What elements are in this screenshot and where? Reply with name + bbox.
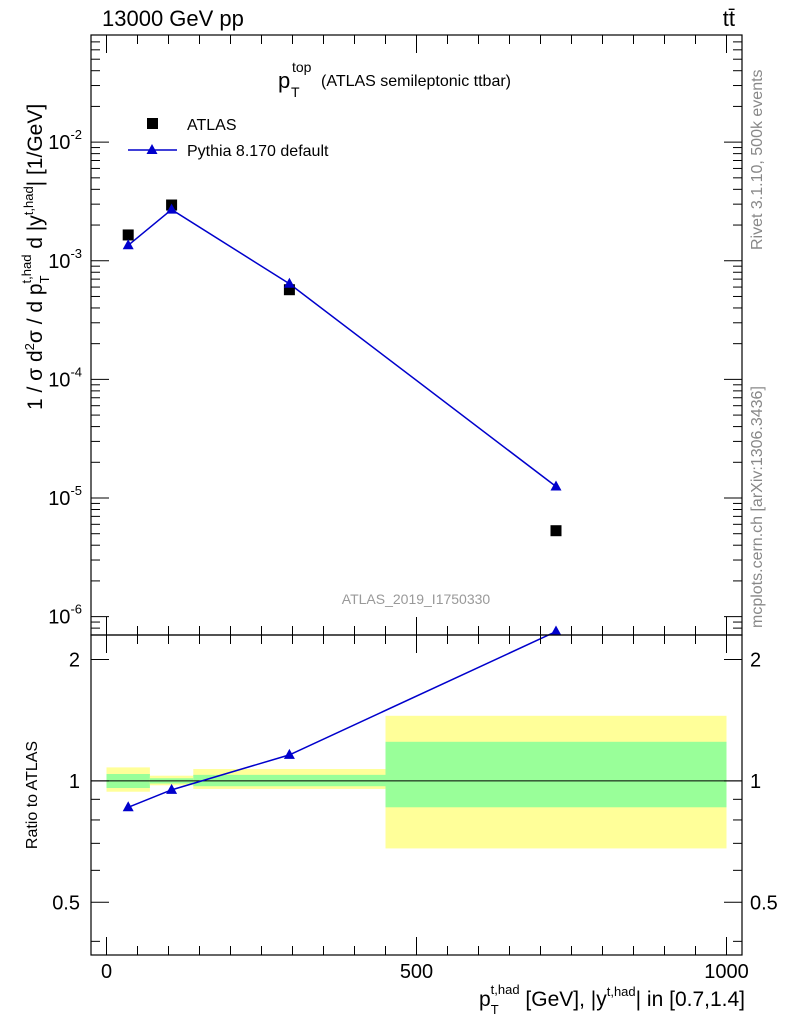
main-y-tick-label: 10-3 — [48, 246, 82, 273]
plot-title-rest: (ATLAS semileptonic ttbar) — [321, 73, 511, 90]
plot-title-sub: T — [291, 84, 300, 100]
ratio-point — [283, 748, 295, 759]
main-panel: 10-2 10-3 10-4 10-5 10-6 p T top (ATLAS semi… — [19, 34, 743, 636]
ratio-y-tick-label-left: 0.5 — [52, 892, 80, 914]
mc-series-line — [127, 208, 557, 488]
main-panel-ticks — [91, 34, 742, 636]
ratio-mc-line — [127, 630, 557, 808]
data-point — [283, 284, 295, 296]
legend-marker-atlas — [147, 118, 158, 129]
ratio-x-tick-label: 500 — [400, 961, 433, 983]
legend-label-mc: Pythia 8.170 default — [187, 143, 329, 160]
mc-point — [166, 203, 178, 214]
ratio-y-tick-label-left: 1 — [69, 771, 80, 793]
main-y-tick-label: 10-6 — [48, 602, 82, 629]
x-axis-label: pTt,had [GeV], |yt,had| in [0.7,1.4] — [479, 982, 745, 1017]
ratio-point — [122, 801, 134, 812]
legend-marker-mc — [146, 144, 158, 154]
ratio-panel: 2 2 1 1 0.5 0.5 0 500 1000 Ratio to ATLAS pTt,h… — [24, 625, 778, 1017]
ratio-point — [550, 625, 562, 636]
legend-label-atlas: ATLAS — [187, 117, 237, 134]
ratio-y-tick-label-right: 0.5 — [750, 892, 778, 914]
main-y-tick-label: 10-5 — [48, 483, 82, 510]
data-point — [550, 525, 562, 537]
main-y-tick-label: 10-2 — [48, 127, 82, 154]
mcplots-credit-label: mcplots.cern.ch [arXiv:1306.3436] — [749, 386, 766, 628]
mc-series-markers — [122, 203, 562, 491]
mc-point — [550, 480, 562, 491]
ratio-panel-frame — [90, 634, 743, 956]
main-panel-y-tick-labels: 10-2 10-3 10-4 10-5 10-6 — [48, 127, 82, 628]
mc-point — [122, 239, 134, 250]
ratio-band-inner — [385, 741, 727, 808]
plot-title: p T top (ATLAS semileptonic ttbar) — [278, 59, 511, 100]
header-process-label: tt̄ — [723, 6, 735, 31]
plot-title-sup: top — [292, 59, 312, 75]
plot-title-p: p — [278, 68, 290, 93]
header-energy-label: 13000 GeV pp — [102, 6, 244, 31]
analysis-watermark: ATLAS_2019_I1750330 — [342, 591, 491, 607]
ratio-mc-markers — [122, 625, 562, 812]
legend: ATLAS Pythia 8.170 default — [128, 117, 329, 160]
ratio-y-tick-label-right: 2 — [750, 649, 761, 671]
data-series-markers — [122, 199, 562, 537]
ratio-panel-ticks — [91, 635, 742, 955]
main-y-tick-label: 10-4 — [48, 364, 82, 391]
main-panel-y-axis-label: 1 / σ d2σ / d pTt,had d |yt,had| [1/GeV] — [19, 104, 52, 410]
ratio-panel-x-tick-labels: 0 500 1000 — [101, 961, 749, 983]
ratio-x-tick-label: 1000 — [704, 961, 749, 983]
rivet-version-label: Rivet 3.1.10, 500k events — [749, 69, 766, 250]
data-point — [122, 229, 134, 241]
ratio-point — [166, 783, 178, 794]
ratio-x-tick-label: 0 — [101, 961, 112, 983]
ratio-y-tick-label-right: 1 — [750, 771, 761, 793]
mc-point — [283, 277, 295, 288]
ratio-panel-y-axis-label: Ratio to ATLAS — [24, 741, 41, 849]
ratio-panel-y-tick-labels: 2 2 1 1 0.5 0.5 — [52, 649, 778, 914]
ratio-y-tick-label-left: 2 — [69, 649, 80, 671]
